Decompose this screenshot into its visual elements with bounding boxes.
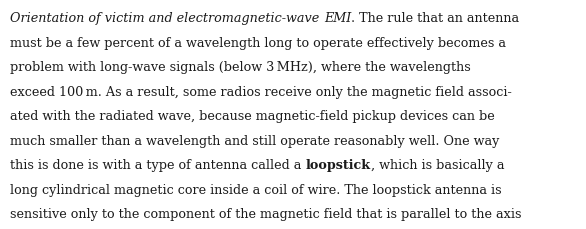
- Text: EMI: EMI: [323, 12, 351, 25]
- Text: long cylindrical magnetic core inside a coil of wire. The loopstick antenna is: long cylindrical magnetic core inside a …: [11, 183, 502, 196]
- Text: exceed 100 m. As a result, some radios receive only the magnetic field associ-: exceed 100 m. As a result, some radios r…: [11, 85, 512, 98]
- Text: . The rule that an antenna: . The rule that an antenna: [351, 12, 519, 25]
- Text: sensitive only to the component of the magnetic field that is parallel to the ax: sensitive only to the component of the m…: [11, 207, 522, 220]
- Text: , which is basically a: , which is basically a: [371, 158, 505, 172]
- Text: must be a few percent of a wavelength long to operate effectively becomes a: must be a few percent of a wavelength lo…: [11, 37, 506, 50]
- Text: this is done is with a type of antenna called a: this is done is with a type of antenna c…: [11, 158, 306, 172]
- Text: problem with long-wave signals (below 3 MHz), where the wavelengths: problem with long-wave signals (below 3 …: [11, 61, 471, 74]
- Text: much smaller than a wavelength and still operate reasonably well. One way: much smaller than a wavelength and still…: [11, 134, 500, 147]
- Text: ated with the radiated wave, because magnetic-field pickup devices can be: ated with the radiated wave, because mag…: [11, 110, 495, 123]
- Text: loopstick: loopstick: [306, 158, 371, 172]
- Text: Orientation of victim and electromagnetic-wave: Orientation of victim and electromagneti…: [11, 12, 323, 25]
